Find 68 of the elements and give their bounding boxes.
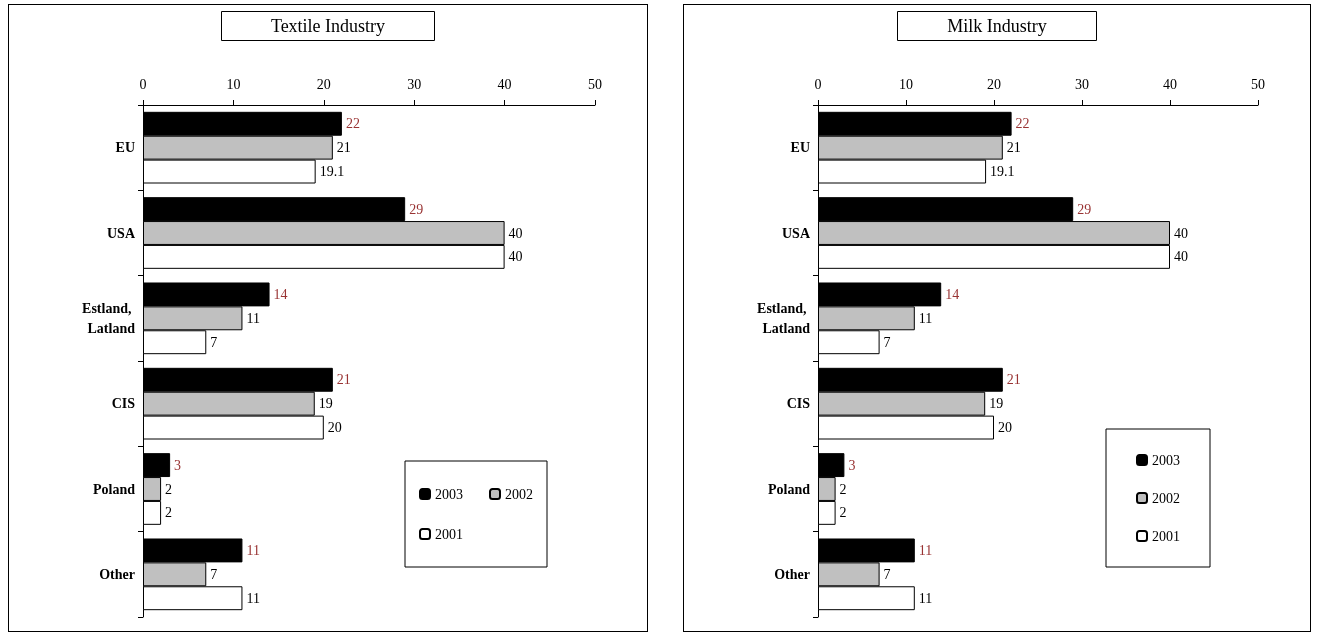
y-tick-label: Poland xyxy=(92,481,136,497)
x-tick-label: 20 xyxy=(316,76,331,92)
data-label: 22 xyxy=(345,116,360,132)
data-label: 40 xyxy=(1174,225,1188,241)
data-label: 21 xyxy=(336,372,351,388)
y-tick-label: Other xyxy=(99,566,135,582)
data-label: 11 xyxy=(918,542,933,558)
x-tick-label: 10 xyxy=(226,76,241,92)
y-tick-label: EU xyxy=(790,140,810,156)
y-tick-label: Estland, Latland xyxy=(82,300,136,336)
data-label: 11 xyxy=(918,310,933,326)
data-label: 11 xyxy=(246,590,260,606)
data-label: 19.1 xyxy=(319,164,345,180)
data-label: 3 xyxy=(848,457,856,473)
data-label: 2 xyxy=(839,505,847,521)
legend-label: 2003 xyxy=(1152,452,1180,468)
chart-title: Milk Industry xyxy=(947,16,1047,36)
legend-label: 2001 xyxy=(1152,528,1180,544)
data-label: 20 xyxy=(327,420,342,436)
data-label: 11 xyxy=(246,542,260,558)
data-label: 14 xyxy=(273,286,288,302)
data-label: 40 xyxy=(508,249,523,265)
data-label: 14 xyxy=(945,286,960,302)
x-tick-label: 50 xyxy=(588,76,602,92)
data-label: 3 xyxy=(174,457,182,473)
data-label: 2 xyxy=(165,505,173,521)
legend-label: 2002 xyxy=(1152,490,1180,506)
legend-label: 2002 xyxy=(505,486,533,502)
x-tick-label: 20 xyxy=(987,76,1001,92)
data-label: 19 xyxy=(989,396,1004,412)
data-label: 21 xyxy=(336,140,351,156)
y-tick-label: CIS xyxy=(111,396,136,412)
x-tick-label: 50 xyxy=(1251,76,1265,92)
x-tick-label: 30 xyxy=(1075,76,1089,92)
y-tick-label: Poland xyxy=(767,481,811,497)
chart-title: Textile Industry xyxy=(270,16,386,36)
data-label: 19.1 xyxy=(990,164,1015,180)
y-tick-label: USA xyxy=(781,225,811,241)
data-label: 20 xyxy=(998,420,1012,436)
data-label: 21 xyxy=(1006,140,1021,156)
legend-label: 2003 xyxy=(435,486,463,502)
y-tick-label: CIS xyxy=(786,396,811,412)
data-label: 7 xyxy=(210,566,218,582)
x-tick-label: 10 xyxy=(899,76,913,92)
data-label: 11 xyxy=(246,310,260,326)
data-label: 2 xyxy=(165,481,173,497)
data-label: 29 xyxy=(1077,201,1092,217)
x-tick-label: 30 xyxy=(407,76,422,92)
x-tick-label: 40 xyxy=(497,76,512,92)
data-label: 22 xyxy=(1015,116,1030,132)
data-label: 2 xyxy=(839,481,847,497)
data-label: 21 xyxy=(1006,372,1021,388)
y-tick-label: Other xyxy=(774,566,810,582)
data-label: 7 xyxy=(883,566,891,582)
y-tick-label: Estland, Latland xyxy=(757,300,811,336)
y-tick-label: EU xyxy=(115,140,135,156)
x-tick-label: 0 xyxy=(814,76,822,92)
legend-label: 2001 xyxy=(435,526,463,542)
data-label: 40 xyxy=(1174,249,1188,265)
data-label: 7 xyxy=(883,334,891,350)
data-label: 40 xyxy=(508,225,523,241)
x-tick-label: 40 xyxy=(1163,76,1177,92)
data-label: 11 xyxy=(918,590,933,606)
y-tick-label: USA xyxy=(106,225,136,241)
x-tick-label: 0 xyxy=(139,76,147,92)
data-label: 7 xyxy=(210,334,218,350)
data-label: 29 xyxy=(409,201,424,217)
data-label: 19 xyxy=(318,396,333,412)
